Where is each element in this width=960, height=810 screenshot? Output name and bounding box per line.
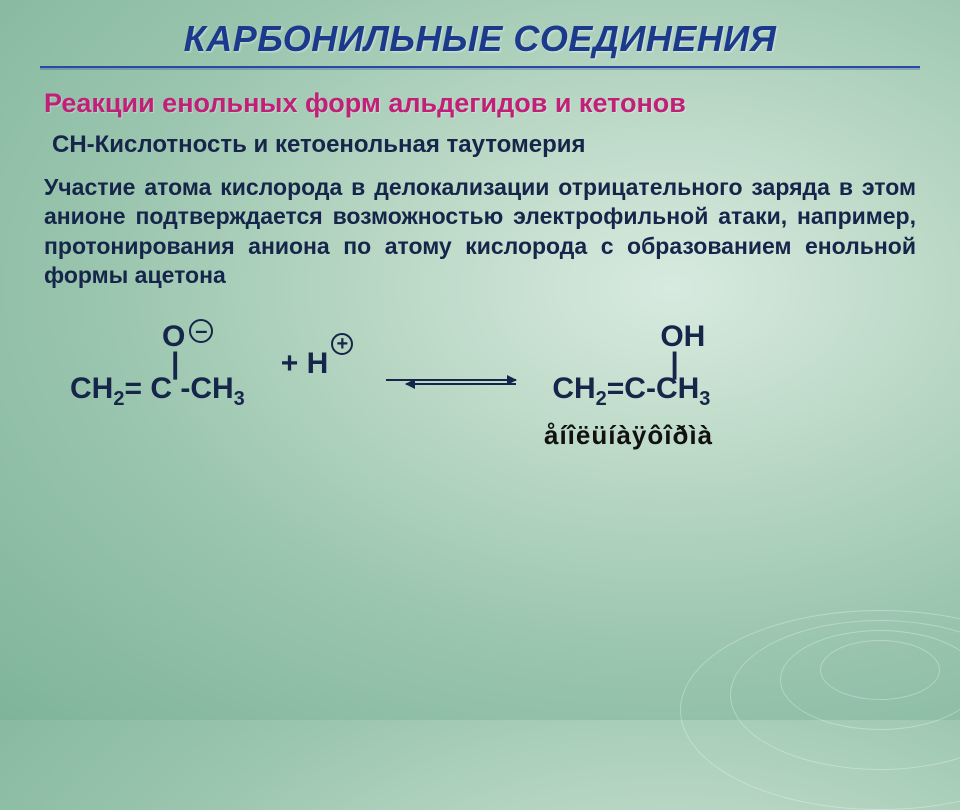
slide-subtitle: Реакции енольных форм альдегидов и кетон…: [40, 88, 920, 119]
slide-subsubtitle: СН-Кислотность и кетоенольная таутомерия: [40, 131, 920, 159]
body-paragraph: Участие атома кислорода в делокализации …: [40, 173, 920, 291]
negative-charge-icon: –: [189, 319, 213, 343]
chemical-equation: O – | CH2= C -CH3 + H + OH | CH2=C-CH3: [40, 319, 920, 410]
hydroxyl-group: OH: [660, 320, 705, 353]
proton-reagent: + H +: [281, 347, 351, 381]
equilibrium-arrows-icon: [386, 370, 516, 394]
slide-content: КАРБОНИЛЬНЫЕ СОЕДИНЕНИЯ Реакции енольных…: [0, 0, 960, 720]
positive-charge-icon: +: [331, 333, 353, 355]
title-underline: [40, 66, 920, 70]
product-enol: OH | CH2=C-CH3: [552, 319, 710, 410]
enolate-top: O –: [70, 319, 213, 355]
bond-line: |: [552, 353, 678, 374]
slide-title: КАРБОНИЛЬНЫЕ СОЕДИНЕНИЯ: [40, 18, 920, 60]
enol-caption: åíîëüíàÿôîðìà: [40, 420, 920, 451]
enol-top: OH: [552, 319, 705, 355]
bond-line: |: [70, 353, 179, 374]
enol-formula: CH2=C-CH3: [552, 372, 710, 410]
enolate-formula: CH2= C -CH3: [70, 372, 245, 410]
reactant-enolate: O – | CH2= C -CH3: [70, 319, 245, 410]
